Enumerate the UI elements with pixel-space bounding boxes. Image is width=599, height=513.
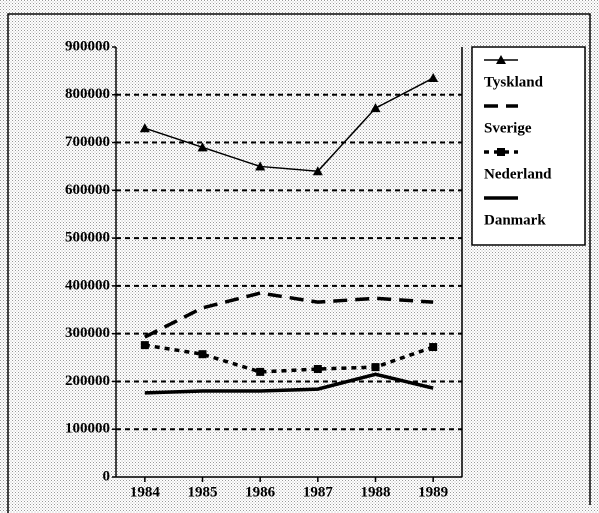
- x-tick-label: 1989: [418, 484, 448, 500]
- x-tick-label: 1988: [361, 484, 391, 500]
- y-tick-label: 800000: [65, 86, 110, 102]
- x-tick-label: 1984: [130, 484, 161, 500]
- marker: [256, 367, 265, 376]
- marker: [428, 73, 439, 83]
- y-tick-label: 700000: [65, 134, 110, 150]
- series-line: [144, 372, 434, 395]
- marker: [197, 142, 208, 152]
- x-tick-label: 1985: [188, 484, 218, 500]
- legend-label: Tyskland: [484, 74, 544, 90]
- y-tick-label: 400000: [65, 277, 110, 293]
- y-tick-label: 300000: [65, 325, 110, 341]
- x-tick-label: 1986: [245, 484, 276, 500]
- legend-marker: [496, 55, 506, 64]
- marker: [255, 161, 266, 171]
- legend-box: [471, 46, 586, 246]
- y-tick-label: 0: [103, 468, 111, 484]
- series-line: [144, 291, 434, 339]
- frame: [7, 13, 591, 513]
- marker: [429, 343, 438, 352]
- legend-label: Sverige: [484, 120, 532, 136]
- x-tick-label: 1987: [303, 484, 334, 500]
- y-tick-label: 500000: [65, 230, 110, 246]
- series-line: [144, 343, 434, 374]
- y-tick-label: 600000: [65, 182, 110, 198]
- marker: [371, 363, 380, 372]
- marker: [139, 123, 150, 133]
- series-line: [144, 77, 434, 172]
- y-tick-label: 900000: [65, 38, 110, 54]
- marker: [370, 103, 381, 113]
- y-tick-label: 200000: [65, 373, 110, 389]
- marker: [312, 166, 323, 176]
- legend-label: Danmark: [484, 212, 546, 228]
- legend-label: Nederland: [484, 166, 552, 182]
- marker: [140, 341, 149, 350]
- marker: [198, 350, 207, 359]
- marker: [313, 365, 322, 374]
- y-tick-label: 100000: [65, 421, 110, 437]
- legend-marker: [497, 148, 505, 156]
